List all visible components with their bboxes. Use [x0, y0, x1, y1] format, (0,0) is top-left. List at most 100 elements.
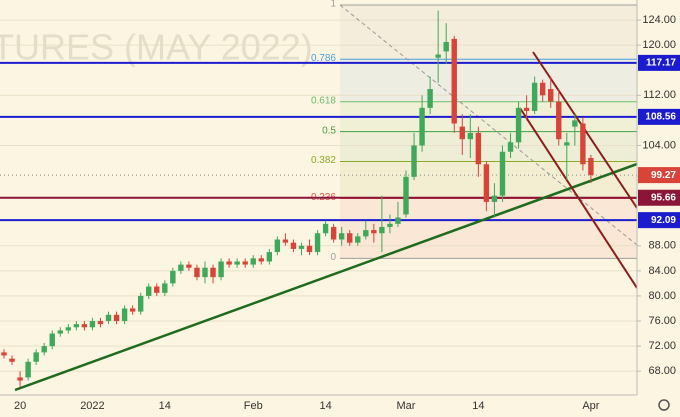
- candle-body: [89, 321, 96, 328]
- settings-icon[interactable]: [658, 399, 670, 411]
- fib-trend: [339, 4, 638, 246]
- fib-label: 0.786: [311, 53, 336, 64]
- candle-body: [154, 286, 160, 293]
- candle-body: [483, 164, 490, 202]
- candle-body: [403, 176, 409, 215]
- candle-body: [33, 352, 39, 362]
- price-box-label: 117.17: [646, 58, 676, 69]
- x-tick-label: Mar: [397, 400, 416, 412]
- candle-body: [580, 123, 586, 165]
- candle-body: [210, 267, 216, 278]
- candle-body: [475, 132, 482, 165]
- fib-label: 0: [330, 252, 336, 263]
- candle-body: [588, 158, 594, 176]
- candle-body: [387, 223, 393, 227]
- price-box: [638, 189, 680, 206]
- candle-body: [105, 314, 112, 322]
- candle-body: [17, 377, 23, 381]
- fib-label: 1: [330, 0, 336, 10]
- x-tick-label: 20: [14, 400, 26, 412]
- candle-body: [451, 38, 457, 124]
- candle-body: [306, 245, 313, 253]
- candle-body: [314, 233, 321, 253]
- y-tick-label: 112.00: [643, 89, 676, 101]
- candle-body: [137, 295, 144, 312]
- candle-body: [57, 330, 63, 334]
- y-tick-label: 84.00: [648, 265, 676, 277]
- x-tick-label: 14: [472, 400, 484, 412]
- y-tick-label: 124.00: [642, 14, 676, 26]
- y-tick-label: 120.00: [642, 39, 676, 51]
- candle-body: [242, 261, 248, 265]
- price-box-label: 99.27: [651, 170, 676, 181]
- y-tick-label: 80.00: [648, 290, 676, 302]
- price-box: [638, 212, 680, 229]
- candle-body: [186, 264, 192, 268]
- y-tick-label: 72.00: [648, 340, 676, 352]
- price-box-label: 92.09: [651, 215, 676, 226]
- candle-body: [355, 236, 361, 243]
- candle-body: [419, 107, 425, 146]
- candle-body: [556, 101, 562, 140]
- candle-body: [411, 145, 417, 177]
- candle-body: [129, 308, 136, 312]
- candle-body: [443, 42, 449, 52]
- channel-lower: [519, 107, 638, 289]
- candle-body: [202, 267, 208, 278]
- candle-body: [290, 242, 297, 249]
- candle-body: [330, 226, 337, 240]
- candle-body: [1, 352, 7, 356]
- candle-body: [41, 346, 47, 353]
- candle-body: [81, 324, 88, 328]
- candle-body: [266, 252, 273, 262]
- candle-body: [371, 230, 377, 234]
- x-tick-label: 14: [319, 400, 331, 412]
- candle-body: [234, 261, 240, 265]
- candles: [1, 10, 594, 387]
- fib-zone: [340, 131, 637, 162]
- candle-body: [274, 239, 281, 253]
- candle-body: [218, 261, 224, 278]
- candle-body: [531, 82, 538, 111]
- fib-zone: [340, 59, 637, 102]
- fib-label: 0.618: [311, 95, 336, 106]
- candle-body: [49, 333, 55, 347]
- price-box: [638, 108, 680, 125]
- y-tick-label: 88.00: [648, 240, 676, 252]
- candle-body: [548, 89, 554, 102]
- candle-body: [178, 264, 184, 271]
- candle-body: [73, 324, 80, 328]
- candle-body: [25, 361, 31, 378]
- candle-body: [146, 286, 152, 296]
- axes: 124.00 120.00 112.00 104.00 88.00 84.00 80.00 7…: [14, 14, 680, 412]
- y-tick-label: 68.00: [648, 365, 676, 377]
- candle-body: [250, 258, 256, 265]
- candle-body: [121, 308, 128, 322]
- candle-body: [282, 239, 289, 243]
- x-tick-label: Feb: [244, 400, 263, 412]
- candle-body: [499, 151, 506, 196]
- candle-body: [395, 217, 401, 224]
- candle-body: [9, 358, 15, 362]
- candle-body: [258, 258, 264, 262]
- candle-body: [467, 132, 474, 140]
- price-box: [638, 167, 680, 184]
- candle-body: [97, 321, 104, 325]
- fib-label: 0.382: [311, 155, 336, 166]
- levels: [0, 61, 637, 222]
- price-box-label: 108.56: [645, 112, 676, 123]
- y-tick-label: 76.00: [648, 315, 676, 327]
- x-tick-label: 2022: [80, 400, 104, 412]
- candle-body: [226, 261, 232, 265]
- support-line: [14, 162, 638, 392]
- candle-body: [363, 230, 369, 237]
- candle-body: [298, 245, 305, 249]
- candle-body: [338, 233, 345, 240]
- price-box-label: 95.66: [651, 192, 676, 203]
- candle-body: [65, 327, 72, 331]
- candle-body: [347, 233, 353, 243]
- price-box: [638, 54, 680, 71]
- candle-body: [459, 126, 465, 140]
- candle-body: [379, 226, 385, 234]
